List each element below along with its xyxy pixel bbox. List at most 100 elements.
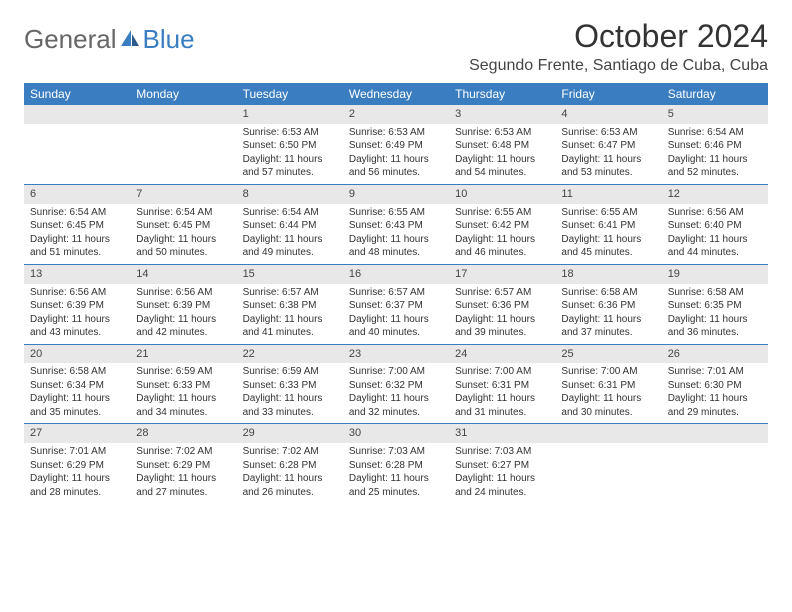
day-cell: 18Sunrise: 6:58 AMSunset: 6:36 PMDayligh…	[555, 265, 661, 344]
day-content: Sunrise: 6:53 AMSunset: 6:47 PMDaylight:…	[555, 124, 661, 184]
daylight-text: Daylight: 11 hours and 50 minutes.	[136, 233, 230, 260]
location-label: Segundo Frente, Santiago de Cuba, Cuba	[469, 57, 768, 75]
day-number: 15	[237, 265, 343, 284]
sunrise-text: Sunrise: 6:54 AM	[243, 206, 337, 220]
day-number: 9	[343, 185, 449, 204]
sunset-text: Sunset: 6:50 PM	[243, 139, 337, 153]
sunset-text: Sunset: 6:35 PM	[668, 299, 762, 313]
sunset-text: Sunset: 6:27 PM	[455, 459, 549, 473]
sunrise-text: Sunrise: 6:58 AM	[668, 286, 762, 300]
day-number: 17	[449, 265, 555, 284]
day-cell	[662, 424, 768, 503]
daylight-text: Daylight: 11 hours and 37 minutes.	[561, 313, 655, 340]
day-header-friday: Friday	[555, 83, 661, 105]
day-cell	[24, 105, 130, 184]
daylight-text: Daylight: 11 hours and 54 minutes.	[455, 153, 549, 180]
day-content: Sunrise: 6:53 AMSunset: 6:49 PMDaylight:…	[343, 124, 449, 184]
sunset-text: Sunset: 6:45 PM	[136, 219, 230, 233]
sunset-text: Sunset: 6:43 PM	[349, 219, 443, 233]
day-header-monday: Monday	[130, 83, 236, 105]
sunset-text: Sunset: 6:33 PM	[136, 379, 230, 393]
sunrise-text: Sunrise: 6:57 AM	[455, 286, 549, 300]
daylight-text: Daylight: 11 hours and 56 minutes.	[349, 153, 443, 180]
day-cell: 27Sunrise: 7:01 AMSunset: 6:29 PMDayligh…	[24, 424, 130, 503]
title-block: October 2024 Segundo Frente, Santiago de…	[469, 18, 768, 75]
sunset-text: Sunset: 6:46 PM	[668, 139, 762, 153]
sunset-text: Sunset: 6:39 PM	[136, 299, 230, 313]
day-content: Sunrise: 6:54 AMSunset: 6:45 PMDaylight:…	[24, 204, 130, 264]
sunrise-text: Sunrise: 6:56 AM	[136, 286, 230, 300]
sunrise-text: Sunrise: 7:03 AM	[455, 445, 549, 459]
day-content: Sunrise: 7:00 AMSunset: 6:31 PMDaylight:…	[555, 363, 661, 423]
day-header-sunday: Sunday	[24, 83, 130, 105]
day-number	[24, 105, 130, 124]
day-cell: 10 Sunrise: 6:55 AMSunset: 6:42 PMDayligh…	[449, 185, 555, 264]
day-number	[555, 424, 661, 443]
sunset-text: Sunset: 6:32 PM	[349, 379, 443, 393]
day-cell: 28Sunrise: 7:02 AMSunset: 6:29 PMDayligh…	[130, 424, 236, 503]
sunset-text: Sunset: 6:34 PM	[30, 379, 124, 393]
day-cell: 11Sunrise: 6:55 AMSunset: 6:41 PMDayligh…	[555, 185, 661, 264]
day-number: 20	[24, 345, 130, 364]
page-title: October 2024	[469, 18, 768, 55]
daylight-text: Daylight: 11 hours and 26 minutes.	[243, 472, 337, 499]
day-number: 24	[449, 345, 555, 364]
sunset-text: Sunset: 6:47 PM	[561, 139, 655, 153]
day-cell: 23Sunrise: 7:00 AMSunset: 6:32 PMDayligh…	[343, 345, 449, 424]
day-cell: 7Sunrise: 6:54 AMSunset: 6:45 PMDaylight…	[130, 185, 236, 264]
day-number: 10	[449, 185, 555, 204]
daylight-text: Daylight: 11 hours and 39 minutes.	[455, 313, 549, 340]
sunrise-text: Sunrise: 6:54 AM	[668, 126, 762, 140]
daylight-text: Daylight: 11 hours and 45 minutes.	[561, 233, 655, 260]
day-number: 1	[237, 105, 343, 124]
day-content: Sunrise: 6:56 AMSunset: 6:40 PMDaylight:…	[662, 204, 768, 264]
day-number: 4	[555, 105, 661, 124]
sunrise-text: Sunrise: 6:53 AM	[243, 126, 337, 140]
day-content: Sunrise: 6:58 AMSunset: 6:34 PMDaylight:…	[24, 363, 130, 423]
day-cell: 25Sunrise: 7:00 AMSunset: 6:31 PMDayligh…	[555, 345, 661, 424]
day-number: 21	[130, 345, 236, 364]
day-content: Sunrise: 6:56 AMSunset: 6:39 PMDaylight:…	[130, 284, 236, 344]
sunrise-text: Sunrise: 6:59 AM	[243, 365, 337, 379]
sunset-text: Sunset: 6:30 PM	[668, 379, 762, 393]
day-cell: 19Sunrise: 6:58 AMSunset: 6:35 PMDayligh…	[662, 265, 768, 344]
day-number: 5	[662, 105, 768, 124]
sunrise-text: Sunrise: 6:53 AM	[455, 126, 549, 140]
sunrise-text: Sunrise: 7:02 AM	[136, 445, 230, 459]
sunrise-text: Sunrise: 6:55 AM	[455, 206, 549, 220]
sunrise-text: Sunrise: 6:53 AM	[561, 126, 655, 140]
sunrise-text: Sunrise: 6:56 AM	[30, 286, 124, 300]
day-cell: 31Sunrise: 7:03 AMSunset: 6:27 PMDayligh…	[449, 424, 555, 503]
daylight-text: Daylight: 11 hours and 57 minutes.	[243, 153, 337, 180]
daylight-text: Daylight: 11 hours and 43 minutes.	[30, 313, 124, 340]
daylight-text: Daylight: 11 hours and 30 minutes.	[561, 392, 655, 419]
day-content: Sunrise: 6:54 AMSunset: 6:46 PMDaylight:…	[662, 124, 768, 184]
sunrise-text: Sunrise: 6:58 AM	[561, 286, 655, 300]
day-content: Sunrise: 6:55 AMSunset: 6:41 PMDaylight:…	[555, 204, 661, 264]
week-row: 6Sunrise: 6:54 AMSunset: 6:45 PMDaylight…	[24, 184, 768, 264]
sunrise-text: Sunrise: 6:55 AM	[561, 206, 655, 220]
day-number: 25	[555, 345, 661, 364]
day-header-thursday: Thursday	[449, 83, 555, 105]
sunset-text: Sunset: 6:36 PM	[561, 299, 655, 313]
daylight-text: Daylight: 11 hours and 53 minutes.	[561, 153, 655, 180]
daylight-text: Daylight: 11 hours and 25 minutes.	[349, 472, 443, 499]
day-cell	[555, 424, 661, 503]
sunset-text: Sunset: 6:42 PM	[455, 219, 549, 233]
sunset-text: Sunset: 6:45 PM	[30, 219, 124, 233]
day-content: Sunrise: 6:57 AMSunset: 6:38 PMDaylight:…	[237, 284, 343, 344]
day-cell: 8Sunrise: 6:54 AMSunset: 6:44 PMDaylight…	[237, 185, 343, 264]
day-content: Sunrise: 6:57 AMSunset: 6:36 PMDaylight:…	[449, 284, 555, 344]
daylight-text: Daylight: 11 hours and 46 minutes.	[455, 233, 549, 260]
day-content: Sunrise: 6:54 AMSunset: 6:44 PMDaylight:…	[237, 204, 343, 264]
daylight-text: Daylight: 11 hours and 40 minutes.	[349, 313, 443, 340]
day-content: Sunrise: 7:01 AMSunset: 6:29 PMDaylight:…	[24, 443, 130, 503]
day-content: Sunrise: 7:03 AMSunset: 6:27 PMDaylight:…	[449, 443, 555, 503]
day-number: 27	[24, 424, 130, 443]
day-cell: 14Sunrise: 6:56 AMSunset: 6:39 PMDayligh…	[130, 265, 236, 344]
sunset-text: Sunset: 6:29 PM	[30, 459, 124, 473]
day-cell: 5Sunrise: 6:54 AMSunset: 6:46 PMDaylight…	[662, 105, 768, 184]
day-content: Sunrise: 7:02 AMSunset: 6:29 PMDaylight:…	[130, 443, 236, 503]
sunset-text: Sunset: 6:48 PM	[455, 139, 549, 153]
week-row: 1Sunrise: 6:53 AMSunset: 6:50 PMDaylight…	[24, 105, 768, 184]
